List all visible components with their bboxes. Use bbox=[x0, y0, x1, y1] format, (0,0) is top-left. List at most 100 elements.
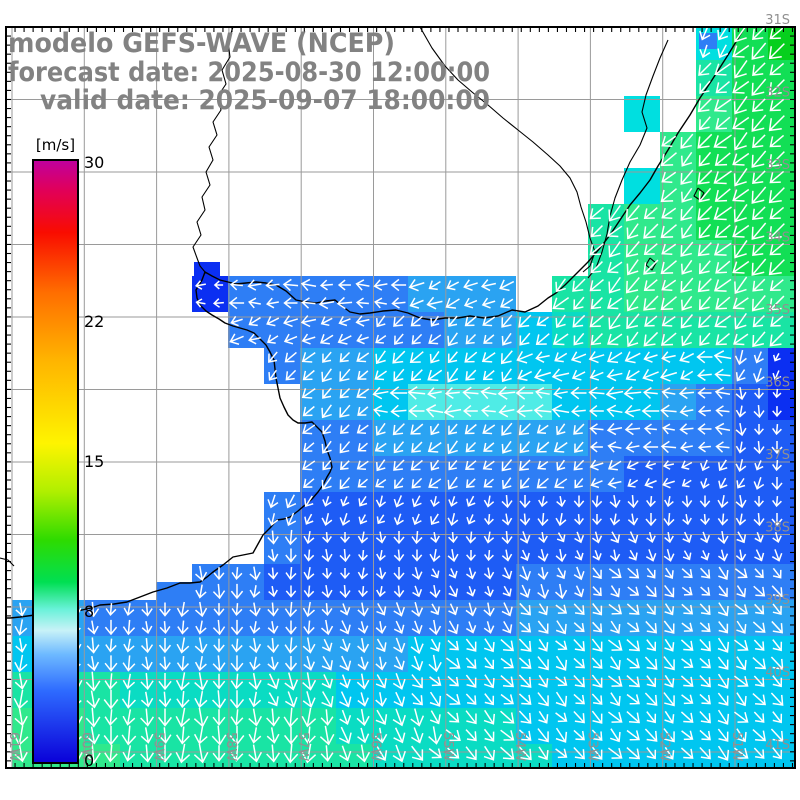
direction-arrow-icon bbox=[537, 512, 549, 527]
direction-arrow-icon bbox=[321, 476, 332, 490]
direction-arrow-icon bbox=[516, 350, 533, 364]
direction-arrow-icon bbox=[105, 603, 117, 617]
direction-arrow-icon bbox=[772, 495, 782, 508]
direction-arrow-icon bbox=[428, 280, 441, 291]
direction-arrow-icon bbox=[319, 279, 333, 291]
wave-cell bbox=[300, 564, 336, 600]
direction-arrow-icon bbox=[121, 725, 137, 746]
direction-arrow-icon bbox=[176, 690, 190, 709]
direction-arrow-icon bbox=[736, 656, 747, 671]
direction-arrow-icon bbox=[466, 514, 476, 525]
direction-arrow-icon bbox=[409, 297, 424, 309]
direction-arrow-icon bbox=[195, 584, 207, 599]
direction-arrow-icon bbox=[733, 639, 749, 651]
direction-arrow-icon bbox=[483, 478, 495, 488]
wave-cell bbox=[156, 744, 192, 768]
direction-arrow-icon bbox=[445, 387, 460, 400]
direction-arrow-icon bbox=[573, 747, 585, 760]
direction-arrow-icon bbox=[754, 424, 764, 436]
direction-arrow-icon bbox=[320, 745, 334, 762]
direction-arrow-icon bbox=[714, 63, 732, 76]
direction-arrow-icon bbox=[607, 639, 623, 651]
direction-arrow-icon bbox=[339, 548, 351, 563]
direction-arrow-icon bbox=[357, 370, 369, 380]
direction-arrow-icon bbox=[680, 711, 694, 723]
direction-arrow-icon bbox=[85, 671, 101, 692]
direction-arrow-icon bbox=[375, 692, 387, 707]
direction-arrow-icon bbox=[607, 351, 623, 364]
direction-arrow-icon bbox=[339, 351, 351, 363]
direction-arrow-icon bbox=[498, 404, 515, 418]
direction-arrow-icon bbox=[301, 707, 317, 728]
direction-arrow-icon bbox=[483, 728, 495, 742]
direction-arrow-icon bbox=[714, 422, 731, 435]
direction-arrow-icon bbox=[645, 620, 658, 634]
direction-arrow-icon bbox=[681, 187, 693, 203]
direction-arrow-icon bbox=[699, 332, 711, 346]
wave-cell bbox=[372, 276, 408, 312]
direction-arrow-icon bbox=[175, 726, 190, 745]
direction-arrow-icon bbox=[427, 369, 443, 381]
direction-arrow-icon bbox=[538, 746, 549, 761]
direction-arrow-icon bbox=[679, 351, 695, 363]
direction-arrow-icon bbox=[104, 673, 118, 690]
direction-arrow-icon bbox=[643, 423, 657, 435]
valid-date-text: valid date: 2025-09-07 18:00:00 bbox=[40, 85, 490, 116]
direction-arrow-icon bbox=[483, 334, 495, 344]
wave-cell bbox=[588, 420, 624, 456]
direction-arrow-icon bbox=[229, 725, 245, 746]
direction-arrow-icon bbox=[769, 295, 785, 311]
coastline-path bbox=[419, 26, 596, 273]
direction-arrow-icon bbox=[230, 655, 244, 672]
direction-arrow-icon bbox=[429, 423, 440, 436]
direction-arrow-icon bbox=[194, 690, 208, 709]
direction-arrow-icon bbox=[483, 745, 496, 761]
direction-arrow-icon bbox=[140, 672, 154, 691]
wave-cell bbox=[588, 456, 624, 492]
direction-arrow-icon bbox=[519, 459, 531, 471]
direction-arrow-icon bbox=[302, 405, 315, 417]
direction-arrow-icon bbox=[714, 386, 731, 399]
direction-arrow-icon bbox=[482, 460, 495, 471]
colorbar-unit-label: [m/s] bbox=[36, 136, 75, 154]
direction-arrow-icon bbox=[375, 422, 386, 436]
direction-arrow-icon bbox=[753, 675, 765, 687]
direction-arrow-icon bbox=[700, 513, 710, 526]
direction-arrow-icon bbox=[267, 567, 279, 580]
direction-arrow-icon bbox=[266, 316, 280, 327]
direction-arrow-icon bbox=[753, 639, 765, 651]
direction-arrow-icon bbox=[698, 260, 711, 275]
direction-arrow-icon bbox=[500, 674, 514, 688]
wave-cell bbox=[516, 348, 552, 384]
direction-arrow-icon bbox=[14, 654, 28, 673]
direction-arrow-icon bbox=[733, 711, 749, 723]
direction-arrow-icon bbox=[391, 297, 406, 309]
direction-arrow-icon bbox=[429, 350, 440, 364]
colorbar-tick-label: 8 bbox=[84, 602, 94, 621]
direction-arrow-icon bbox=[501, 494, 513, 509]
direction-arrow-icon bbox=[771, 620, 784, 634]
direction-arrow-icon bbox=[769, 98, 785, 112]
direction-arrow-icon bbox=[376, 549, 386, 562]
direction-arrow-icon bbox=[429, 619, 442, 636]
direction-arrow-icon bbox=[754, 568, 764, 579]
direction-arrow-icon bbox=[176, 601, 189, 618]
direction-arrow-icon bbox=[358, 585, 368, 598]
direction-arrow-icon bbox=[717, 637, 730, 653]
direction-arrow-icon bbox=[159, 602, 171, 617]
direction-arrow-icon bbox=[733, 168, 748, 187]
direction-arrow-icon bbox=[302, 637, 316, 654]
direction-arrow-icon bbox=[700, 550, 710, 561]
direction-arrow-icon bbox=[681, 223, 693, 239]
direction-arrow-icon bbox=[699, 622, 711, 633]
direction-arrow-icon bbox=[680, 169, 694, 185]
direction-arrow-icon bbox=[754, 496, 764, 508]
direction-arrow-icon bbox=[768, 187, 785, 204]
direction-arrow-icon bbox=[357, 567, 369, 580]
direction-arrow-icon bbox=[592, 567, 602, 580]
direction-arrow-icon bbox=[86, 726, 101, 745]
direction-arrow-icon bbox=[697, 441, 711, 453]
wave-cell bbox=[300, 528, 336, 564]
direction-arrow-icon bbox=[321, 440, 332, 454]
direction-arrow-icon bbox=[660, 224, 677, 239]
